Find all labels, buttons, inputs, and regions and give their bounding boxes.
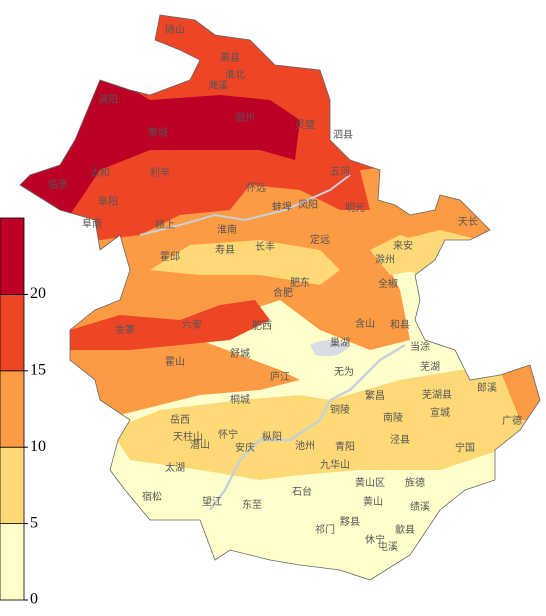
- place-label: 砀山: [165, 24, 185, 36]
- place-label: 铜陵: [330, 404, 350, 416]
- place-label: 六安: [182, 318, 202, 331]
- place-label: 当涂: [410, 340, 430, 353]
- place-label: 绩溪: [410, 500, 430, 513]
- place-label: 天柱山: [173, 430, 203, 443]
- place-label: 萧县: [220, 52, 240, 64]
- place-label: 凤阳: [298, 199, 318, 211]
- place-label: 和县: [390, 319, 410, 331]
- place-label: 怀宁: [218, 428, 238, 441]
- place-label: 淮北: [225, 69, 245, 81]
- place-label: 宁国: [455, 441, 475, 454]
- place-label: 无为: [334, 366, 354, 378]
- place-label: 含山: [355, 317, 375, 330]
- yangtze-river: [209, 343, 406, 511]
- place-label: 巢湖: [330, 336, 350, 349]
- place-label: 太湖: [165, 461, 185, 474]
- legend-band: [0, 523, 25, 601]
- legend-tick-label: 5: [30, 514, 38, 531]
- legend-band: [0, 370, 25, 448]
- place-label: 东至: [242, 498, 262, 511]
- place-label: 潜山: [190, 438, 210, 451]
- place-label: 庐江: [270, 370, 290, 383]
- place-label: 颍上: [155, 218, 175, 231]
- legend-tick-label: 0: [30, 591, 38, 608]
- legend-band: [0, 293, 25, 372]
- place-label: 临泉: [48, 178, 68, 191]
- legend-band: [0, 446, 25, 525]
- place-label: 阜南: [82, 217, 102, 230]
- place-label: 寿县: [215, 243, 235, 256]
- place-label: 广德: [502, 414, 522, 427]
- place-label: 明光: [345, 201, 365, 214]
- place-label: 歙县: [395, 523, 415, 536]
- place-label: 合肥: [273, 286, 293, 299]
- color-legend: 0 5 10 15 20: [0, 217, 46, 608]
- chaohu-lake: [310, 340, 350, 357]
- place-label: 定远: [310, 233, 330, 246]
- place-label: 岳西: [170, 414, 190, 426]
- place-label: 旌德: [405, 476, 425, 489]
- band-5-10-inner: [150, 235, 430, 285]
- place-label: 祁门: [315, 523, 335, 536]
- place-label: 金寨: [115, 323, 135, 336]
- place-label: 郎溪: [477, 381, 497, 394]
- place-label: 繁昌: [365, 389, 385, 402]
- place-label: 滁州: [375, 253, 395, 266]
- place-label: 黄山: [363, 495, 383, 508]
- place-label: 天长: [458, 216, 478, 228]
- place-label: 桐城: [230, 393, 250, 406]
- place-label: 宿州: [235, 111, 255, 124]
- place-label: 霍山: [165, 356, 185, 368]
- legend-tick-label: 20: [30, 285, 46, 302]
- place-label: 九华山: [320, 458, 350, 471]
- place-label: 青阳: [335, 440, 355, 453]
- place-label: 濉溪: [208, 79, 228, 92]
- place-label: 长丰: [255, 240, 275, 253]
- place-label: 来安: [393, 239, 413, 252]
- place-label: 怀远: [246, 182, 266, 194]
- place-label: 蚌埠: [272, 200, 292, 213]
- place-label: 望江: [202, 495, 222, 508]
- place-label: 芜湖: [420, 360, 440, 373]
- place-label: 淮南: [217, 223, 237, 236]
- legend-band: [0, 217, 25, 295]
- place-label: 泾县: [390, 433, 410, 446]
- place-label: 南陵: [383, 411, 403, 424]
- place-label: 安庆: [235, 441, 255, 454]
- place-label: 肥西: [252, 320, 272, 332]
- place-label: 阜阳: [98, 195, 118, 208]
- legend-tick-label: 15: [30, 361, 46, 378]
- place-label: 舒城: [230, 347, 250, 360]
- place-label: 太和: [90, 166, 110, 179]
- place-label: 休宁: [365, 533, 385, 546]
- place-label: 屯溪: [378, 540, 398, 553]
- place-label: 全椒: [378, 277, 398, 290]
- huai-river: [139, 174, 351, 236]
- place-label: 宿松: [142, 490, 162, 503]
- legend-tick-label: 10: [30, 438, 46, 455]
- place-label: 宣城: [430, 406, 450, 419]
- place-label: 芜湖县: [422, 388, 452, 401]
- place-label: 泗县: [333, 129, 353, 141]
- place-label: 利辛: [150, 166, 170, 179]
- place-label: 枞阳: [262, 430, 282, 443]
- place-label: 黟县: [340, 516, 360, 528]
- place-label: 五河: [330, 166, 350, 178]
- place-label: 黄山区: [355, 476, 385, 489]
- place-label: 蒙城: [148, 126, 168, 139]
- place-label: 灵璧: [295, 118, 315, 131]
- place-label: 肥东: [290, 276, 310, 289]
- place-label: 池州: [295, 439, 315, 452]
- place-label: 涡阳: [98, 94, 118, 106]
- place-label: 霍邱: [160, 250, 180, 263]
- place-label: 石台: [292, 485, 312, 498]
